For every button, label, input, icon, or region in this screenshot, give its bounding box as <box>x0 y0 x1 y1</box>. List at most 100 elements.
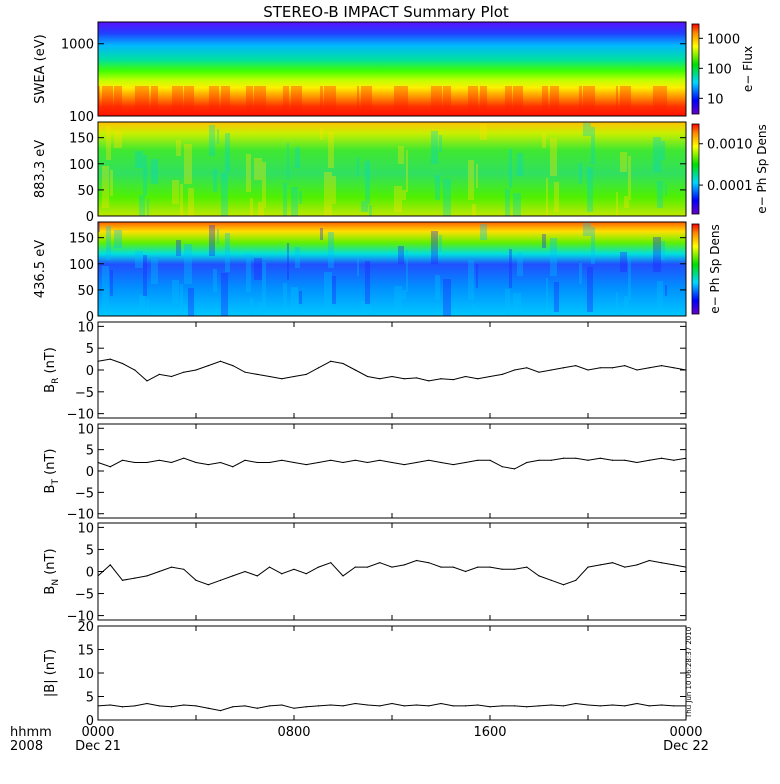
data-point <box>648 367 650 369</box>
data-point <box>183 371 185 373</box>
texture-streak <box>258 86 264 114</box>
texture-streak <box>361 86 368 114</box>
data-point <box>562 457 565 459</box>
data-point <box>550 369 552 371</box>
panel-frame <box>97 423 687 519</box>
texture-streak <box>468 86 474 114</box>
data-point <box>391 566 393 568</box>
texture-streak <box>406 150 408 192</box>
texture-streak <box>188 288 194 316</box>
colorbar-label: e− Ph Sp Dens <box>708 224 722 313</box>
texture-streak <box>291 287 298 316</box>
texture-streak <box>332 276 336 304</box>
texture-streak <box>151 259 158 284</box>
data-point <box>526 367 528 369</box>
texture-streak <box>246 154 251 192</box>
texture-streak <box>443 86 451 114</box>
texture-streak <box>406 86 408 114</box>
data-point <box>477 704 479 706</box>
texture-streak <box>225 133 230 172</box>
data-point <box>526 706 528 708</box>
texture-streak <box>472 204 476 216</box>
texture-streak <box>591 227 595 264</box>
y-label-sub: N <box>51 579 61 586</box>
data-point <box>624 365 626 367</box>
data-point <box>611 459 614 461</box>
texture-streak <box>328 232 334 268</box>
texture-streak <box>624 86 629 114</box>
texture-streak <box>139 295 145 316</box>
data-point <box>317 566 320 568</box>
texture-streak <box>657 86 663 114</box>
data-point <box>354 566 356 568</box>
texture-streak <box>509 249 512 288</box>
spectrogram-pad883: 0 50 100 150 883.3 eV 0.0001 0.0010 e− Ph Sp De… <box>33 121 769 225</box>
texture-streak <box>517 253 523 276</box>
data-point <box>158 373 160 375</box>
texture-streak <box>431 231 438 264</box>
data-point <box>648 559 650 562</box>
texture-streak <box>184 144 192 184</box>
data-point <box>538 371 540 373</box>
data-point <box>403 463 405 466</box>
data-point <box>526 461 528 464</box>
data-point <box>611 704 614 706</box>
texture-streak <box>394 86 402 114</box>
data-point <box>587 369 589 371</box>
y-tick-label: 100 <box>69 158 94 173</box>
data-point <box>562 705 565 707</box>
data-point <box>134 461 136 464</box>
texture-streak <box>147 299 149 316</box>
texture-streak <box>258 202 264 216</box>
data-point <box>403 705 405 707</box>
y-tick-label: 0 <box>86 310 94 325</box>
data-point <box>121 579 124 581</box>
data-point <box>170 375 173 378</box>
y-label-sub: R <box>51 378 61 384</box>
data-point <box>244 570 246 573</box>
data-point <box>219 579 222 581</box>
data-point <box>109 358 111 360</box>
texture-streak <box>209 86 215 114</box>
data-point <box>489 459 491 461</box>
texture-streak <box>513 293 521 316</box>
data-point <box>281 459 283 461</box>
data-point <box>244 459 246 461</box>
texture-streak <box>542 86 546 114</box>
line-panel-bmag: 0 5 10 15 20 |B| (nT) <box>43 620 687 729</box>
data-point <box>158 705 160 707</box>
texture-streak <box>591 127 595 164</box>
texture-streak <box>143 86 147 114</box>
spectrogram-texture <box>98 122 667 216</box>
texture-streak <box>98 86 100 114</box>
data-point <box>562 584 565 586</box>
data-point <box>207 584 209 586</box>
texture-streak <box>546 278 548 316</box>
y-axis-label: 883.3 eV <box>33 140 48 198</box>
y-label-unit: (nT) <box>43 548 58 578</box>
texture-streak <box>299 191 302 204</box>
data-point <box>403 564 405 566</box>
data-point <box>134 577 136 579</box>
data-point <box>660 704 663 706</box>
texture-streak <box>110 270 113 296</box>
x-tick-sublabel: Dec 22 <box>663 739 709 754</box>
data-point <box>477 566 479 568</box>
y-axis-label: SWEA (eV) <box>33 34 48 103</box>
texture-streak <box>513 86 521 114</box>
texture-streak <box>151 159 158 184</box>
texture-streak <box>287 243 289 280</box>
data-point <box>268 461 271 464</box>
texture-streak <box>653 86 661 114</box>
texture-streak <box>542 134 546 148</box>
data-point <box>219 461 222 464</box>
texture-streak <box>180 284 183 316</box>
data-point <box>97 461 99 464</box>
texture-streak <box>583 86 591 114</box>
texture-streak <box>110 86 113 114</box>
texture-streak <box>480 86 487 114</box>
texture-streak <box>472 304 476 316</box>
